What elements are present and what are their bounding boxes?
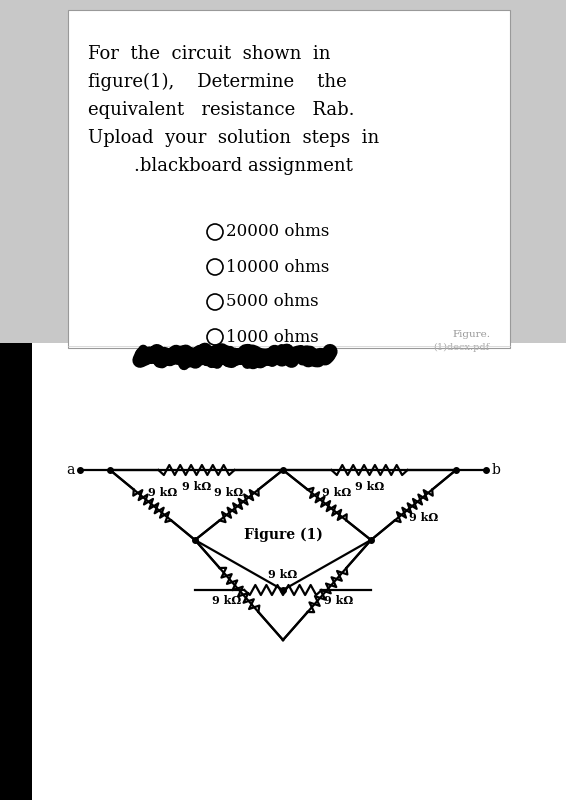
- Bar: [68, 10, 510, 348]
- Text: Figure (1): Figure (1): [243, 528, 323, 542]
- Text: Upload  your  solution  steps  in: Upload your solution steps in: [88, 129, 379, 147]
- Text: Figure.: Figure.: [452, 330, 490, 339]
- Text: 9 kΩ: 9 kΩ: [268, 569, 298, 579]
- Text: 10000 ohms: 10000 ohms: [226, 258, 329, 275]
- Text: 9 kΩ: 9 kΩ: [324, 595, 354, 606]
- Text: (1)decx.pdf: (1)decx.pdf: [434, 343, 490, 352]
- Text: 9 kΩ: 9 kΩ: [215, 487, 244, 498]
- Text: b: b: [491, 463, 500, 477]
- Text: .blackboard assignment: .blackboard assignment: [88, 157, 353, 175]
- Text: 9 kΩ: 9 kΩ: [355, 481, 384, 491]
- Bar: [0, 343, 32, 800]
- Text: 9 kΩ: 9 kΩ: [182, 481, 211, 491]
- Text: 5000 ohms: 5000 ohms: [226, 294, 319, 310]
- Text: figure(1),    Determine    the: figure(1), Determine the: [88, 73, 347, 91]
- Text: 20000 ohms: 20000 ohms: [226, 223, 329, 241]
- Text: 9 kΩ: 9 kΩ: [148, 487, 177, 498]
- Text: 9 kΩ: 9 kΩ: [322, 487, 351, 498]
- Text: 9 kΩ: 9 kΩ: [212, 595, 242, 606]
- Text: 9 kΩ: 9 kΩ: [409, 512, 438, 523]
- Text: 1000 ohms: 1000 ohms: [226, 329, 319, 346]
- Text: equivalent   resistance   Rab.: equivalent resistance Rab.: [88, 101, 354, 119]
- Text: For  the  circuit  shown  in: For the circuit shown in: [88, 45, 331, 63]
- Text: a: a: [66, 463, 74, 477]
- Bar: [30, 343, 566, 800]
